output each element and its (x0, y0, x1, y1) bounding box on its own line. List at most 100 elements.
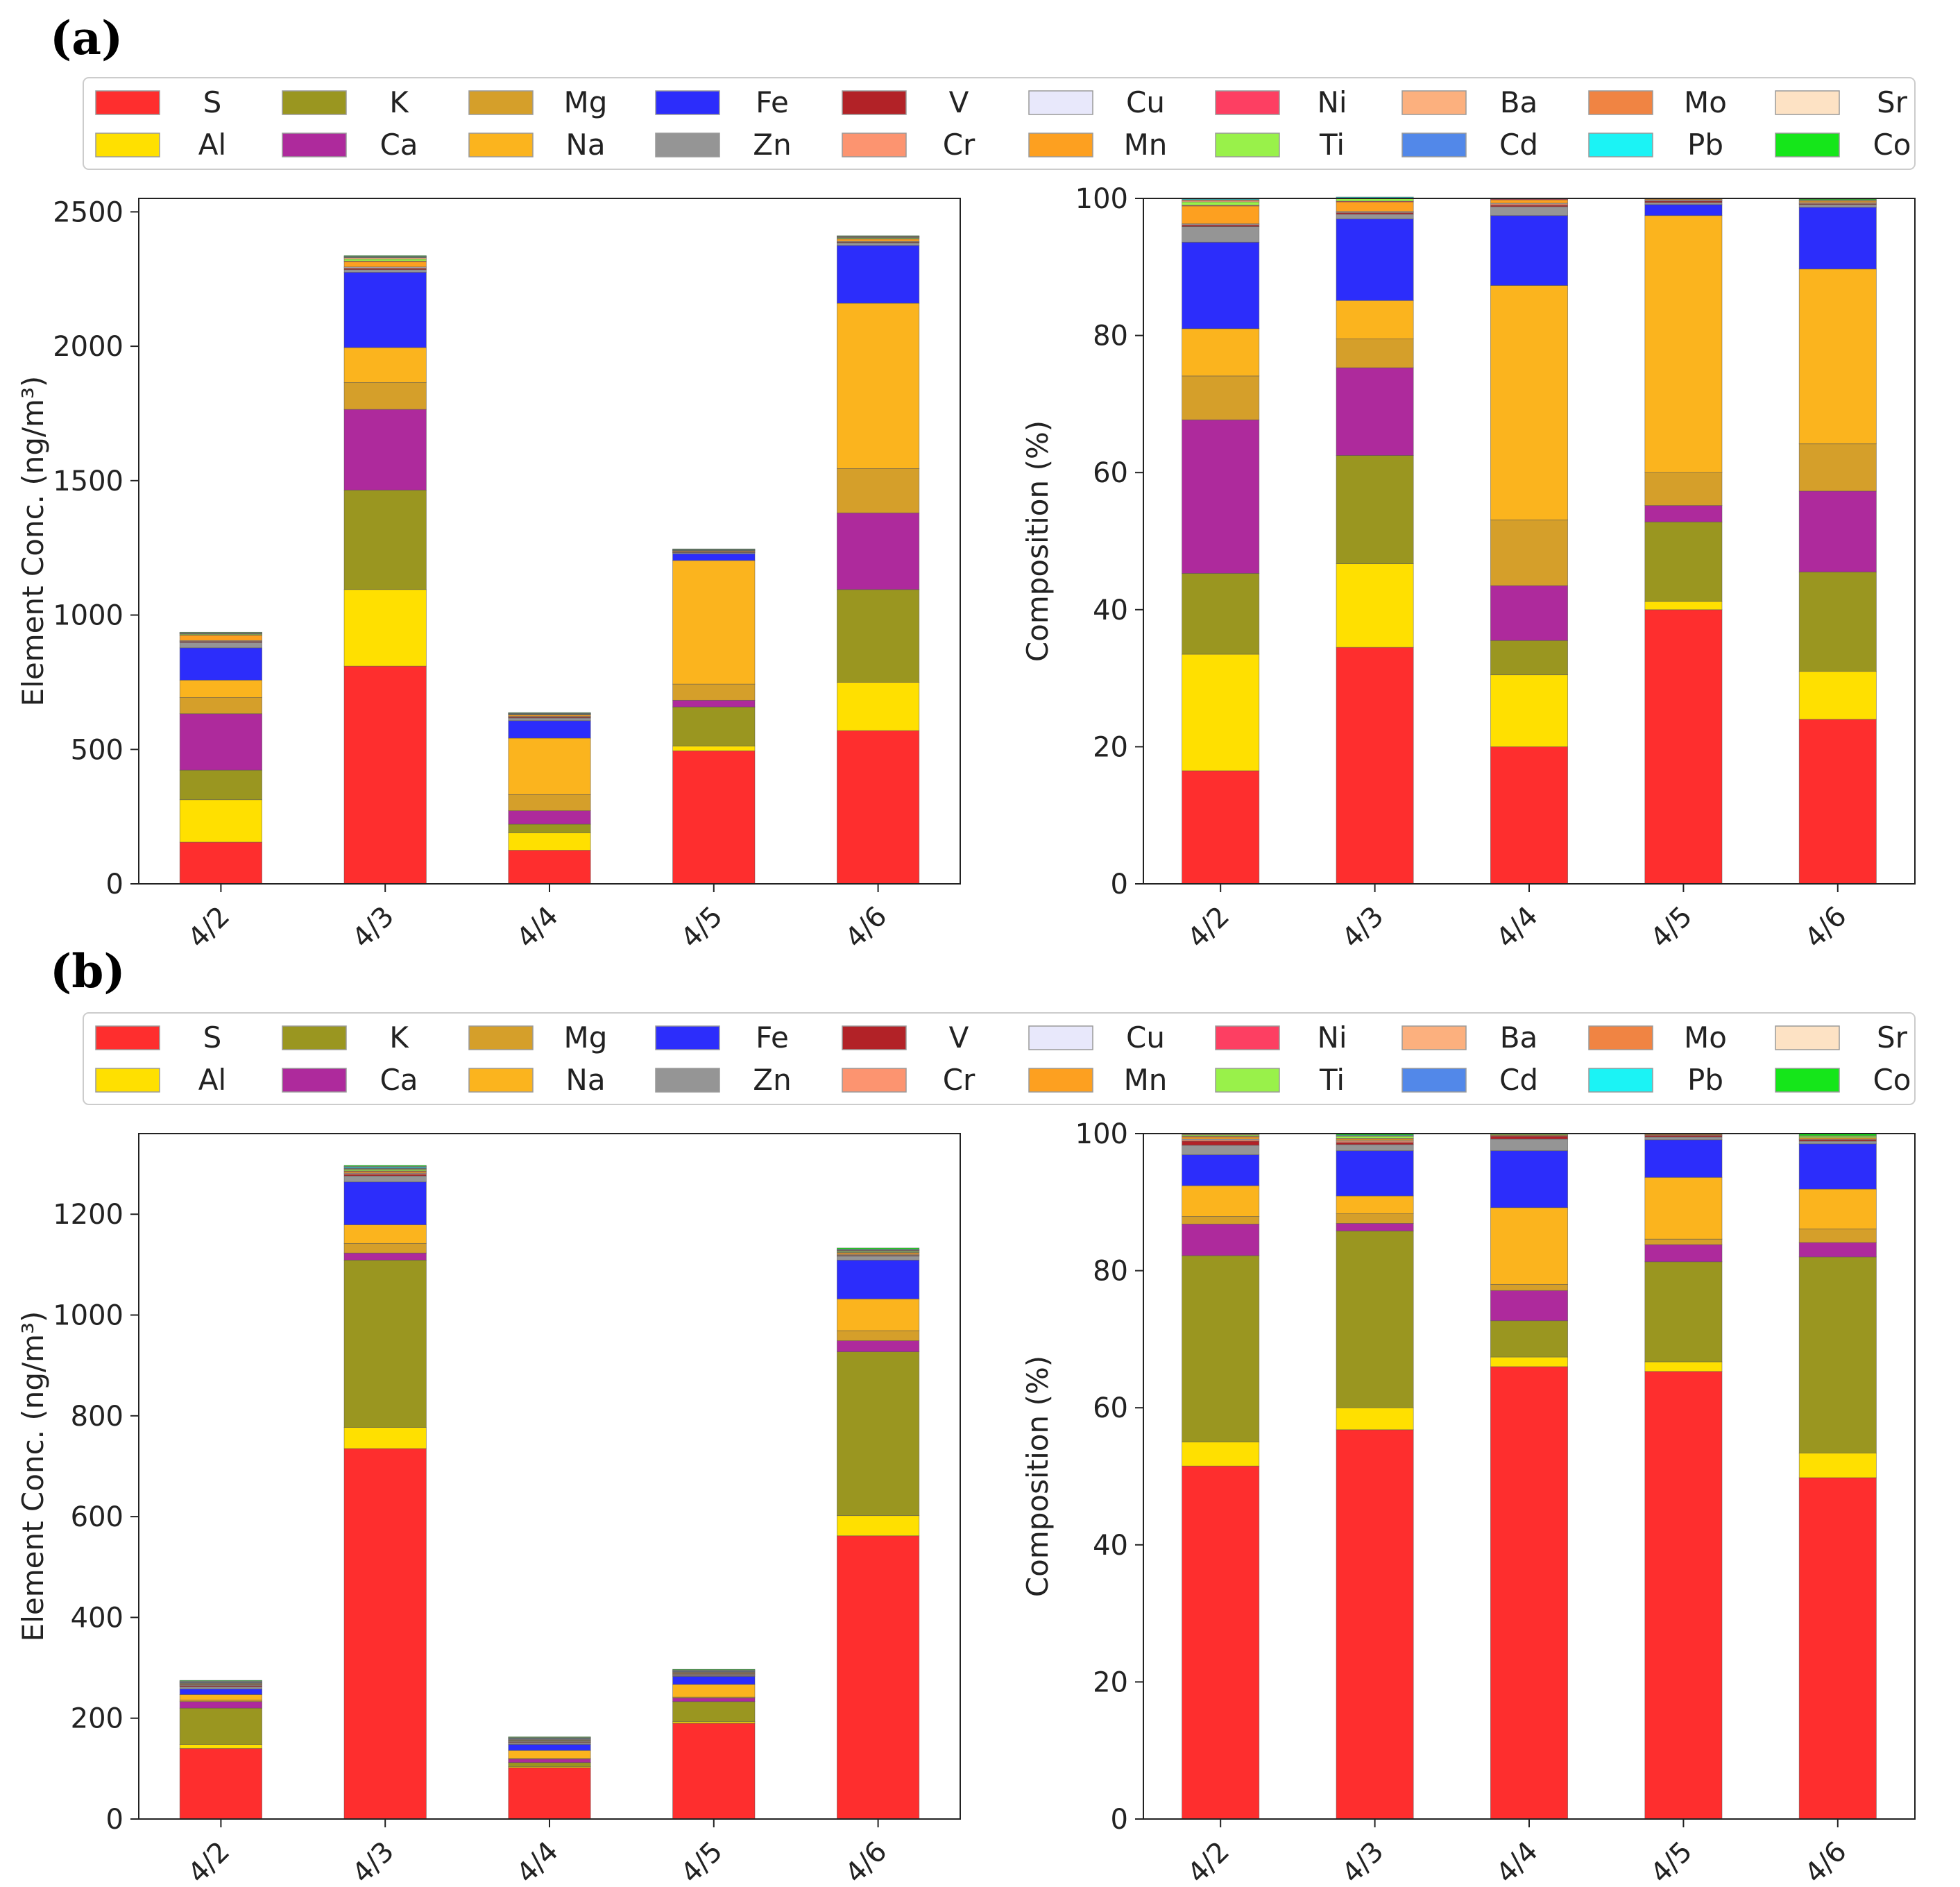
legend-label-zn: Zn (753, 1063, 791, 1097)
y-axis-label: Element Conc. (ng/m³) (16, 1311, 50, 1642)
bar-al-4-6 (1798, 671, 1877, 720)
plot-frame (138, 198, 961, 885)
bar-co-4-4 (508, 1736, 591, 1738)
x-tick-label: 4/6 (1799, 1836, 1853, 1887)
y-tick-label: 0 (106, 869, 123, 900)
legend-swatch-co (1775, 133, 1840, 157)
x-tick-label: 4/3 (1336, 1836, 1390, 1887)
x-tick-label: 4/5 (1644, 1836, 1698, 1887)
bar-s-4-2 (1182, 770, 1260, 885)
bar-na-4-4 (508, 737, 591, 795)
bar-ca-4-6 (1798, 1242, 1877, 1258)
bar-v-4-3 (1336, 1142, 1414, 1145)
legend-label-v: V (949, 85, 969, 119)
bar-fe-4-6 (837, 245, 920, 304)
bar-al-4-2 (1182, 654, 1260, 771)
bar-fe-4-4 (1490, 215, 1568, 286)
bar-zn-4-2 (179, 1687, 263, 1689)
bar-s-4-4 (508, 1767, 591, 1820)
legend-label-cd: Cd (1499, 1063, 1538, 1097)
legend-swatch-ti (1215, 133, 1280, 157)
legend-label-al: Al (198, 128, 226, 162)
y-tick-label: 60 (1093, 457, 1128, 489)
legend-swatch-zn (655, 133, 720, 157)
legend-label-cr: Cr (943, 1063, 975, 1097)
legend-swatch-na (468, 133, 534, 157)
bar-ca-4-4 (508, 1759, 591, 1764)
y-axis-label: Composition (%) (1021, 420, 1055, 662)
bar-k-4-3 (343, 1259, 427, 1428)
bar-fe-4-5 (672, 553, 756, 561)
x-tick-label: 4/6 (839, 1836, 893, 1887)
legend-swatch-zn (655, 1068, 720, 1093)
chart-b-composition: 4/2 4/3 4/4 4/5 4/6 0 20 40 60 80 100 Composition (… (1021, 1118, 1916, 1887)
legend-label-cd: Cd (1499, 128, 1538, 162)
legend-swatch-fe (655, 90, 720, 115)
bar-mg-4-2 (1182, 375, 1260, 420)
y-tick-label: 2000 (53, 331, 123, 363)
bar-ca-4-3 (1336, 1223, 1414, 1231)
legend-swatch-v (842, 90, 907, 115)
legend-label-ba: Ba (1500, 1021, 1538, 1054)
bar-al-4-4 (508, 832, 591, 851)
bar-na-4-3 (1336, 1195, 1414, 1214)
bar-mg-4-3 (1336, 1213, 1414, 1224)
bar-na-4-5 (1644, 215, 1723, 473)
bar-k-4-5 (1644, 521, 1723, 602)
y-tick-label: 0 (1111, 869, 1128, 900)
legend-label-ni: Ni (1317, 1021, 1347, 1054)
bar-ca-4-2 (179, 713, 263, 771)
legend-label-mn: Mn (1124, 128, 1168, 162)
y-tick-label: 1000 (53, 600, 123, 632)
bar-ca-4-5 (672, 1698, 756, 1702)
bar-k-4-2 (1182, 1255, 1260, 1443)
bar-na-4-2 (179, 1694, 263, 1700)
bar-mg-4-6 (837, 468, 920, 513)
y-tick-label: 1200 (53, 1199, 123, 1231)
chart-a-concentration: 4/2 4/3 4/4 4/5 4/6 0 500 1000 1500 2000 2500 Eleme… (16, 196, 961, 955)
bar-zn-4-6 (837, 1256, 920, 1261)
legend-swatch-al (95, 133, 160, 157)
legend-label-ca: Ca (380, 1063, 418, 1097)
bar-ca-4-5 (672, 699, 756, 708)
bar-co-4-3 (343, 255, 427, 257)
legend-swatch-pb (1588, 1068, 1653, 1093)
legend-label-co: Co (1873, 1063, 1911, 1097)
bar-k-4-3 (1336, 455, 1414, 565)
x-tick-label: 4/5 (675, 900, 729, 955)
legend-swatch-cr (842, 1068, 907, 1093)
bar-k-4-6 (1798, 1256, 1877, 1453)
bar-zn-4-2 (1182, 226, 1260, 243)
bar-al-4-3 (1336, 1407, 1414, 1431)
x-tick-label: 4/6 (839, 900, 893, 955)
bar-al-4-4 (1490, 674, 1568, 747)
bar-fe-4-3 (1336, 1150, 1414, 1197)
bar-k-4-6 (837, 1351, 920, 1517)
bar-mg-4-4 (508, 794, 591, 812)
bar-na-4-2 (1182, 328, 1260, 377)
legend-swatch-mn (1028, 133, 1093, 157)
bar-ca-4-4 (1490, 1290, 1568, 1322)
plot-frame (1143, 1133, 1916, 1820)
x-tick-label: 4/3 (1336, 900, 1390, 955)
bar-mn-4-3 (1336, 201, 1414, 212)
bar-al-4-3 (343, 589, 427, 667)
bar-zn-4-4 (1490, 1138, 1568, 1152)
bar-co-4-2 (179, 1680, 263, 1682)
legend-swatch-sr (1775, 90, 1840, 115)
bar-s-4-5 (1644, 609, 1723, 885)
legend-label-sr: Sr (1877, 85, 1908, 119)
bar-fe-4-6 (837, 1259, 920, 1299)
legend-swatch-mo (1588, 1025, 1653, 1050)
y-tick-label: 1500 (53, 466, 123, 497)
legend-label-ti: Ti (1319, 1063, 1345, 1097)
bar-v-4-2 (1182, 1141, 1260, 1146)
bar-zn-4-3 (1336, 214, 1414, 220)
bar-al-4-5 (672, 745, 756, 751)
bar-na-4-3 (343, 347, 427, 383)
y-tick-label: 400 (71, 1602, 123, 1634)
legend-swatch-ni (1215, 90, 1280, 115)
legend-swatch-sr (1775, 1025, 1840, 1050)
legend-label-pb: Pb (1687, 128, 1723, 162)
